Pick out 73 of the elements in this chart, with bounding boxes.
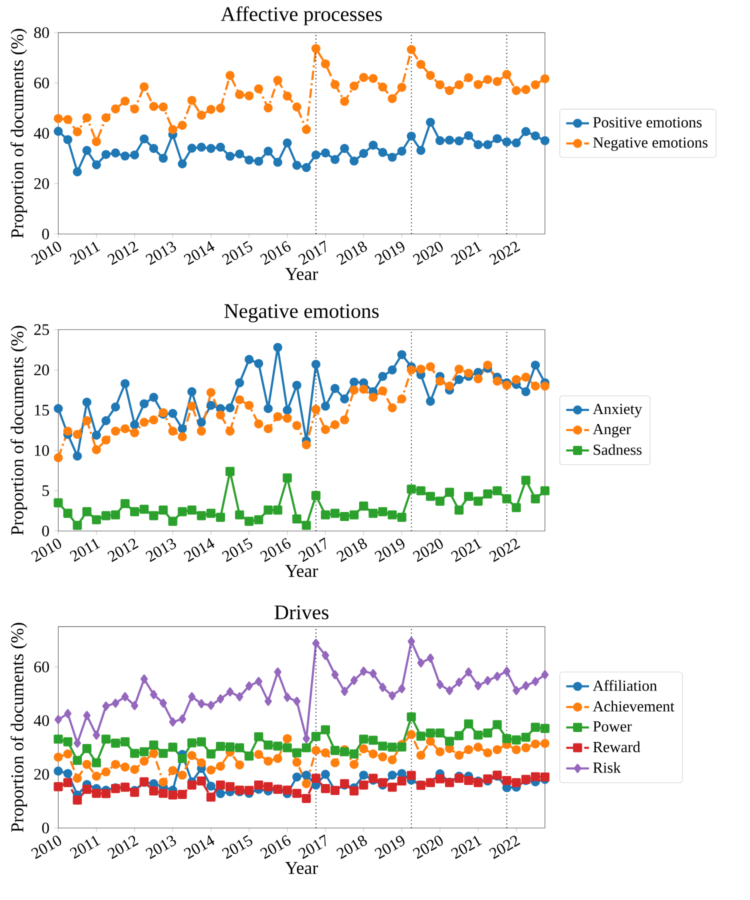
y-tick-label: 0: [42, 822, 49, 834]
x-axis-title: Year: [285, 565, 318, 578]
y-axis-title: Proportion of documents (%): [10, 326, 28, 536]
legend-label: Positive emotions: [593, 117, 702, 128]
x-tick-label: 2016: [260, 835, 291, 860]
y-tick-label: 0: [42, 228, 49, 240]
y-axis-title: Proportion of documents (%): [10, 28, 28, 238]
x-tick-label: 2014: [184, 835, 214, 860]
y-tick-label: 0: [42, 526, 49, 536]
x-tick-label: 2021: [450, 242, 482, 266]
y-tick-label: 80: [34, 27, 49, 38]
x-tick-label: 2011: [70, 836, 100, 859]
x-tick-label: 2012: [107, 836, 139, 860]
x-tick-label: 2020: [412, 242, 443, 266]
x-tick-label: 2021: [450, 538, 482, 562]
legend-label: Affiliation: [592, 680, 657, 691]
x-tick-label: 2017: [298, 834, 326, 860]
x-tick-label: 2020: [412, 538, 443, 562]
x-tick-label: 2010: [31, 242, 62, 266]
chart-title: Affective processes: [220, 6, 382, 26]
x-tick-label: 2017: [298, 538, 326, 562]
x-tick-label: 2010: [31, 538, 62, 562]
y-tick-label: 20: [34, 768, 49, 780]
y-tick-label: 25: [34, 324, 49, 336]
chart-title: Negative emotions: [224, 304, 379, 322]
x-tick-label: 2019: [374, 538, 404, 562]
legend-label: Sadness: [594, 444, 642, 455]
x-tick-label: 2013: [146, 538, 176, 562]
legend-label: Negative emotions: [593, 137, 708, 151]
legend-label: Anger: [592, 424, 631, 438]
x-tick-label: 2015: [222, 241, 252, 266]
y-tick-label: 60: [34, 78, 49, 88]
y-tick-label: 20: [34, 178, 49, 190]
y-tick-label: 10: [34, 445, 49, 456]
x-tick-label: 2020: [412, 836, 443, 860]
x-tick-label: 2016: [260, 538, 291, 562]
x-tick-label: 2017: [298, 240, 326, 266]
x-tick-label: 2010: [31, 836, 62, 860]
x-tick-label: 2019: [374, 242, 404, 266]
chart-title: Drives: [274, 605, 328, 620]
legend-label: Reward: [593, 741, 640, 752]
x-tick-label: 2014: [184, 241, 214, 266]
y-tick-label: 60: [34, 662, 49, 672]
x-axis-title: Year: [285, 862, 318, 874]
x-tick-label: 2018: [336, 538, 367, 562]
x-tick-label: 2018: [336, 836, 367, 860]
x-axis-title: Year: [285, 268, 318, 280]
legend-label: Anxiety: [592, 404, 642, 418]
legend-label: Power: [593, 721, 632, 732]
legend-label: Achievement: [592, 700, 674, 712]
x-tick-label: 2013: [146, 836, 176, 860]
x-tick-label: 2018: [336, 242, 367, 266]
legend-label: Risk: [593, 762, 621, 773]
y-tick-label: 15: [34, 404, 49, 416]
y-tick-label: 20: [34, 364, 49, 376]
x-tick-label: 2012: [107, 242, 139, 266]
x-tick-label: 2014: [184, 538, 214, 562]
x-tick-label: 2015: [222, 835, 252, 860]
x-tick-label: 2016: [260, 241, 291, 266]
x-tick-label: 2021: [450, 836, 482, 860]
x-tick-label: 2012: [107, 538, 139, 562]
y-tick-label: 5: [42, 485, 49, 496]
x-tick-label: 2022: [489, 242, 520, 266]
y-tick-label: 40: [34, 128, 49, 139]
x-tick-label: 2019: [374, 836, 404, 860]
x-tick-label: 2022: [489, 836, 520, 860]
x-tick-label: 2015: [222, 538, 252, 562]
y-tick-label: 40: [34, 715, 49, 726]
y-axis-title: Proportion of documents (%): [10, 622, 28, 832]
x-tick-label: 2011: [70, 242, 100, 265]
x-tick-label: 2013: [146, 242, 176, 266]
x-tick-label: 2022: [489, 538, 520, 562]
x-tick-label: 2011: [70, 538, 100, 562]
